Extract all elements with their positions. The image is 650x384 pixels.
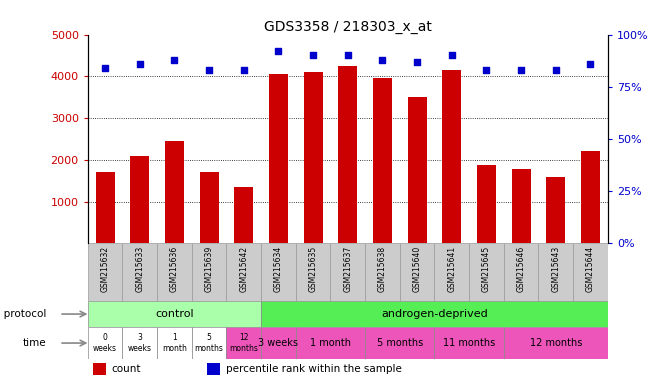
Bar [226,243,261,301]
Text: GSM215638: GSM215638 [378,246,387,292]
Bar [504,327,608,359]
Bar [165,141,184,243]
Point [308,52,318,58]
Bar [296,243,330,301]
Bar [365,327,434,359]
Text: GSM215643: GSM215643 [551,246,560,293]
Text: 11 months: 11 months [443,338,495,348]
Bar [581,151,600,243]
Bar [261,327,296,359]
Bar [304,72,322,243]
Bar [88,327,122,359]
Point [516,67,526,73]
Bar [296,327,365,359]
Bar [93,364,106,375]
Bar [157,243,192,301]
Bar [330,243,365,301]
Bar [261,243,296,301]
Bar [88,301,261,327]
Text: 1
month: 1 month [162,333,187,353]
Text: 12
months: 12 months [229,333,258,353]
Text: 1 month: 1 month [310,338,351,348]
Point [481,67,491,73]
Text: GSM215640: GSM215640 [413,246,422,293]
Bar [538,243,573,301]
Bar [442,70,462,243]
Text: 5 months: 5 months [376,338,423,348]
Text: control: control [155,309,194,319]
Bar [88,243,122,301]
Point [135,61,145,67]
Bar [373,78,392,243]
Bar [122,243,157,301]
Bar [130,156,150,243]
Point [551,67,561,73]
Bar [157,327,192,359]
Bar [96,172,114,243]
Bar [573,243,608,301]
Bar [434,243,469,301]
Bar [192,243,226,301]
Bar [400,243,434,301]
Text: growth protocol: growth protocol [0,309,46,319]
Point [100,65,110,71]
Bar [200,172,218,243]
Text: GSM215639: GSM215639 [205,246,214,293]
Title: GDS3358 / 218303_x_at: GDS3358 / 218303_x_at [264,20,432,33]
Bar [234,187,254,243]
Text: GSM215632: GSM215632 [101,246,110,292]
Bar [192,327,226,359]
Text: 0
weeks: 0 weeks [93,333,117,353]
Point [273,48,283,54]
Bar [261,301,608,327]
Text: GSM215635: GSM215635 [309,246,318,293]
Bar [469,243,504,301]
Point [447,52,457,58]
Text: 12 months: 12 months [530,338,582,348]
Text: percentile rank within the sample: percentile rank within the sample [226,364,402,374]
Text: GSM215634: GSM215634 [274,246,283,293]
Point [169,56,179,63]
Point [239,67,249,73]
Text: androgen-deprived: androgen-deprived [381,309,488,319]
Bar [226,327,261,359]
Bar [504,243,538,301]
Text: GSM215646: GSM215646 [517,246,526,293]
Bar [122,327,157,359]
Point [204,67,214,73]
Text: GSM215636: GSM215636 [170,246,179,293]
Text: GSM215642: GSM215642 [239,246,248,292]
Text: GSM215633: GSM215633 [135,246,144,293]
Point [585,61,595,67]
Text: 3 weeks: 3 weeks [259,338,298,348]
Bar [365,243,400,301]
Text: 3
weeks: 3 weeks [128,333,151,353]
Bar [546,177,566,243]
Point [377,56,387,63]
Text: GSM215637: GSM215637 [343,246,352,293]
Bar [269,74,288,243]
Bar [207,364,220,375]
Point [343,52,353,58]
Bar [434,327,504,359]
Bar [408,97,426,243]
Text: time: time [23,338,46,348]
Text: GSM215645: GSM215645 [482,246,491,293]
Bar [338,66,358,243]
Bar [477,165,496,243]
Point [412,59,423,65]
Bar [512,169,530,243]
Text: count: count [111,364,140,374]
Text: GSM215641: GSM215641 [447,246,456,292]
Text: GSM215644: GSM215644 [586,246,595,293]
Text: 5
months: 5 months [194,333,224,353]
